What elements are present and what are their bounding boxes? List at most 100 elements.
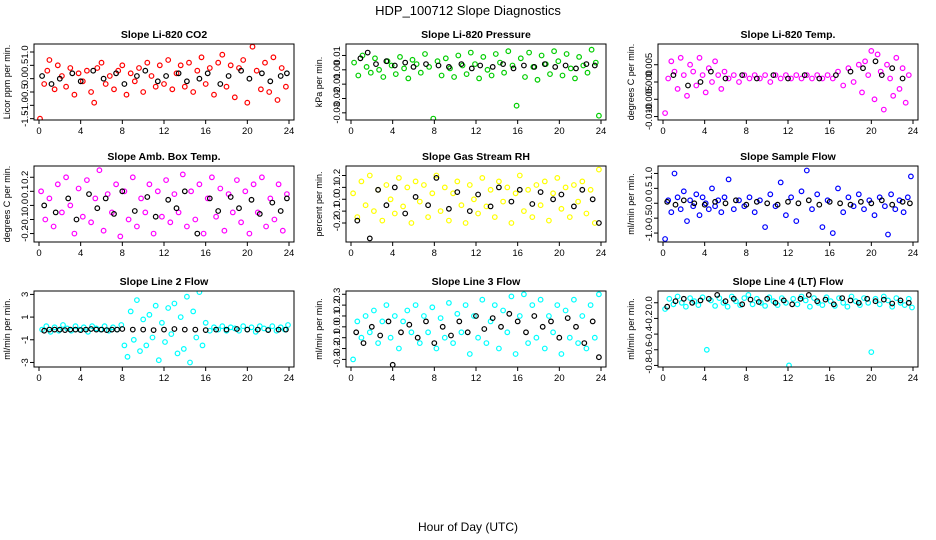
data-point xyxy=(762,224,768,231)
data-point-black xyxy=(227,194,234,200)
data-points xyxy=(38,167,290,240)
data-point xyxy=(725,75,732,82)
data-point xyxy=(745,292,752,298)
data-point xyxy=(551,48,557,55)
data-point xyxy=(92,195,99,202)
data-point xyxy=(534,76,541,83)
x-tick-label: 8 xyxy=(432,248,437,259)
data-point xyxy=(709,79,715,85)
data-point xyxy=(138,195,145,202)
data-point-black xyxy=(878,197,885,204)
data-point xyxy=(491,214,498,221)
data-point xyxy=(196,291,203,295)
data-point xyxy=(680,188,687,195)
data-point xyxy=(396,174,402,181)
x-tick-label: 20 xyxy=(866,248,877,259)
y-tick-label: 0.1 xyxy=(332,309,343,322)
data-point-black xyxy=(680,295,687,302)
data-point-black xyxy=(899,198,906,205)
data-point-black xyxy=(772,299,779,306)
data-point-black xyxy=(100,75,107,82)
data-point-black xyxy=(839,295,846,302)
data-point xyxy=(79,213,86,220)
data-point-black xyxy=(670,72,677,78)
data-point-black xyxy=(233,326,240,332)
data-point xyxy=(383,302,390,309)
data-point xyxy=(583,345,590,352)
y-tick-label: 0.0 xyxy=(644,197,655,210)
data-point xyxy=(54,181,61,188)
data-point xyxy=(417,69,424,76)
data-point xyxy=(788,194,794,201)
data-point-black xyxy=(163,73,170,79)
data-point xyxy=(896,85,903,92)
data-point xyxy=(811,295,817,302)
data-point xyxy=(845,194,852,201)
data-point-black xyxy=(446,63,452,70)
x-tick-label: 12 xyxy=(471,126,482,137)
data-point xyxy=(102,81,109,87)
data-point-black xyxy=(697,79,704,85)
data-point xyxy=(278,65,285,71)
data-point xyxy=(665,75,672,82)
data-point-black xyxy=(406,321,413,328)
data-point-black xyxy=(357,55,364,62)
data-point xyxy=(596,112,602,119)
data-point-black xyxy=(173,205,180,212)
data-point-black xyxy=(56,326,63,333)
data-point xyxy=(850,203,857,210)
data-point xyxy=(177,62,184,69)
data-point xyxy=(98,59,105,66)
data-point xyxy=(167,219,174,226)
x-tick-label: 12 xyxy=(783,248,794,259)
data-point-black xyxy=(90,67,97,74)
data-point-black xyxy=(487,203,494,210)
data-point-black xyxy=(739,301,746,308)
data-point-black xyxy=(244,326,251,333)
data-point-black xyxy=(383,202,390,209)
data-point xyxy=(558,351,565,357)
data-point xyxy=(500,198,507,205)
data-point xyxy=(575,340,581,347)
data-point xyxy=(475,334,482,341)
data-point-black xyxy=(152,213,159,220)
data-point xyxy=(181,83,188,90)
data-point xyxy=(375,340,382,347)
y-tick-label: -0.3 xyxy=(332,351,343,367)
data-point-black xyxy=(425,202,432,209)
data-point xyxy=(724,303,731,310)
panel-title: Slope Li-820 Pressure xyxy=(421,29,531,41)
data-point xyxy=(897,299,904,306)
data-point-black xyxy=(589,318,596,325)
data-point xyxy=(362,313,369,319)
data-point xyxy=(450,340,457,347)
data-point-black xyxy=(108,326,115,333)
x-tick-label: 8 xyxy=(120,373,125,384)
data-point xyxy=(537,296,544,303)
data-point-black xyxy=(664,303,671,310)
data-point xyxy=(718,209,725,216)
y-tick-label: 0.00 xyxy=(332,61,343,80)
data-point xyxy=(199,342,206,349)
x-tick-label: 20 xyxy=(242,126,253,137)
data-point xyxy=(538,52,545,59)
data-point xyxy=(521,291,527,298)
x-tick-label: 20 xyxy=(866,126,877,137)
data-point xyxy=(240,323,247,330)
chart-panel-5: Slope Gas Stream RH0 4 8 12 16 20 24-0.2-0.10.… xyxy=(314,151,607,259)
data-point xyxy=(379,318,386,325)
data-point xyxy=(809,206,815,213)
data-point-black xyxy=(685,82,691,89)
data-point-black xyxy=(562,62,569,69)
data-point xyxy=(37,115,43,120)
data-point xyxy=(388,62,395,69)
plot-frame xyxy=(345,290,607,368)
data-point xyxy=(767,191,774,198)
data-point-black xyxy=(596,354,602,361)
data-point xyxy=(533,334,540,341)
data-point xyxy=(177,314,184,321)
data-point xyxy=(240,57,247,63)
y-tick-label: 1 xyxy=(20,314,31,319)
data-point xyxy=(683,303,689,310)
